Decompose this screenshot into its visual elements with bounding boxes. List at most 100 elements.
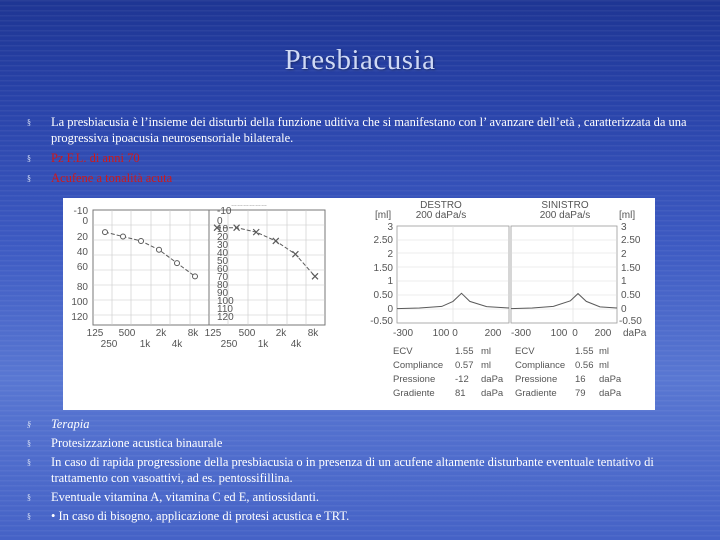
y-tick: 30 [217,240,229,251]
x-tick: 100 [551,328,568,339]
bullet-list-top: § La presbiacusia è l’insieme dei distur… [27,114,702,190]
x-tick: 8k [308,328,320,339]
y-tick: 60 [77,262,89,273]
param-unit: ml [481,346,491,357]
bullet-item: § Protesizzazione acustica binaurale [27,435,702,451]
tympanogram-curve [510,292,618,310]
square-bullet-icon: § [27,493,31,502]
square-bullet-icon: § [27,512,31,521]
y-tick: 100 [217,296,234,307]
audiogram-point [192,273,198,280]
square-bullet-icon: § [27,420,31,429]
bullet-text: In caso di rapida progressione della pre… [51,455,654,485]
x-tick: -300 [393,328,413,339]
x-tick: 500 [119,328,136,339]
bullet-item: § • In caso di bisogno, applicazione di … [27,508,702,524]
param-label: Compliance [393,360,443,371]
y-tick: 20 [217,232,229,243]
y-tick: -0.50 [619,316,642,327]
param-value: 1.55 [455,346,474,357]
audiogram-series-line [217,227,316,277]
audiogram-point [272,237,280,245]
bullet-item: § La presbiacusia è l’insieme dei distur… [27,114,702,146]
audiogram-point [174,260,180,267]
y-tick: 2.50 [374,235,394,246]
y-tick: 1 [621,276,627,287]
test-results-panel: -10 0 20 40 60 80 100 120 125 500 2k 8k … [63,198,655,410]
audiogram-point [233,224,241,232]
bullet-text: Protesizzazione acustica binaurale [51,436,223,450]
audiogram-point [311,272,319,280]
param-value: 0.56 [575,360,594,371]
bullet-text: Terapia [51,417,90,431]
x-tick: -300 [511,328,531,339]
param-value: 1.55 [575,346,594,357]
param-label: Gradiente [515,388,557,399]
y-tick: 10 [217,224,229,235]
x-tick: 1k [258,339,270,350]
y-tick: 2 [387,249,393,260]
param-unit: daPa [599,388,622,399]
y-tick: 120 [217,312,234,323]
x-tick: 4k [172,339,184,350]
x-tick: 8k [188,328,200,339]
y-tick: 20 [77,232,89,243]
audiogram-series-line [104,231,196,277]
y-tick: -0.50 [370,316,393,327]
y-tick: 60 [217,264,229,275]
y-tick: -10 [217,206,232,217]
square-bullet-icon: § [27,439,31,448]
square-bullet-icon: § [27,458,31,467]
y-tick: 40 [217,248,229,259]
tympanogram-left: SINISTRO 200 daPa/s [ml] 3 2.50 2 1.50 1… [510,200,647,399]
y-tick: 0 [217,216,223,227]
tymp-subheader: 200 daPa/s [540,210,591,221]
y-tick: 2.50 [621,235,641,246]
y-tick: 70 [217,272,229,283]
x-tick: 125 [205,328,222,339]
x-unit: daPa [623,328,647,339]
y-tick: 100 [71,297,88,308]
bullet-text: Eventuale vitamina A, vitamina C ed E, a… [51,490,319,504]
audiometry-tympanometry-figure: -10 0 20 40 60 80 100 120 125 500 2k 8k … [71,200,647,399]
tympanogram-curve [396,292,510,310]
x-tick: 0 [452,328,458,339]
param-unit: ml [481,360,491,371]
y-tick: 80 [77,282,89,293]
bullet-text: Pz F.L. di anni 70 [51,151,140,165]
x-tick: 125 [87,328,104,339]
param-label: Pressione [515,374,557,385]
x-tick: 250 [101,339,118,350]
bullet-item: § Acufene a tonalità acuta [27,170,702,186]
y-tick: 90 [217,288,229,299]
param-label: Gradiente [393,388,435,399]
tymp-header: DESTRO [420,200,462,211]
audiogram-point [120,233,126,240]
x-tick: 2k [156,328,168,339]
param-value: -12 [455,374,469,385]
chart-header-text: ……………… [231,202,267,208]
x-tick: 4k [291,339,303,350]
y-tick: 0 [387,304,393,315]
y-tick: 40 [77,247,89,258]
audiogram-point [156,246,162,253]
x-tick: 500 [239,328,256,339]
param-value: 16 [575,374,586,385]
bullet-list-bottom: § Terapia § Protesizzazione acustica bin… [27,416,702,527]
param-value: 79 [575,388,586,399]
y-tick: 2 [621,249,627,260]
x-tick: 0 [572,328,578,339]
tymp-header: SINISTRO [541,200,588,211]
square-bullet-icon: § [27,118,31,127]
audiogram-point [102,229,108,236]
tymp-unit: [ml] [619,210,635,221]
tymp-unit: [ml] [375,210,391,221]
bullet-text: Acufene a tonalità acuta [51,171,173,185]
square-bullet-icon: § [27,154,31,163]
y-tick: 110 [217,304,233,315]
y-tick: 0.50 [374,290,394,301]
x-tick: 1k [140,339,152,350]
param-label: Compliance [515,360,565,371]
bullet-text: • In caso di bisogno, applicazione di pr… [51,509,350,523]
param-unit: daPa [599,374,622,385]
